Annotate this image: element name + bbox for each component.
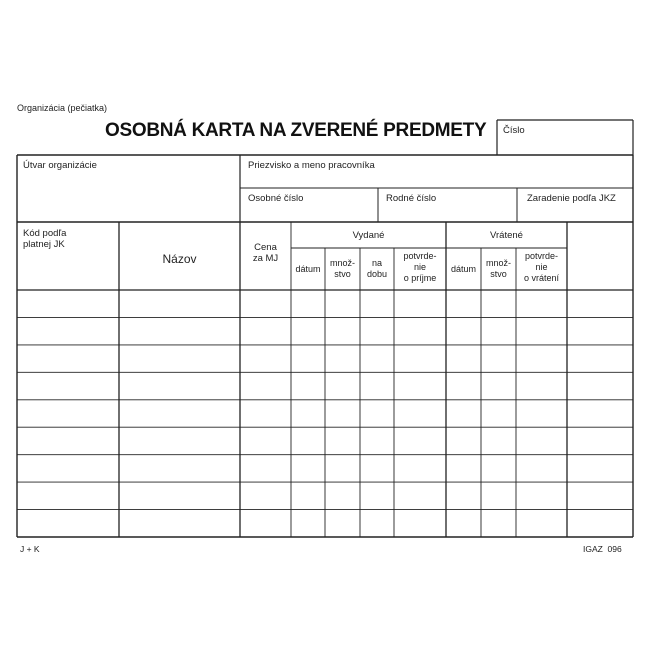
- returned-confirm-header: potvrde-nie o vrátení: [523, 251, 560, 283]
- returned-date-header: dátum: [450, 264, 476, 274]
- issued-group-header: Vydané: [352, 230, 385, 241]
- issued-date-header: dátum: [295, 264, 321, 274]
- form-title: OSOBNÁ KARTA NA ZVERENÉ PREDMETY: [105, 120, 487, 141]
- returned-group-header: Vrátené: [490, 230, 523, 241]
- employee-name-label: Priezvisko a meno pracovníka: [248, 160, 375, 171]
- returned-qty-header: množ-stvo: [485, 258, 511, 279]
- name-header: Názov: [162, 252, 197, 266]
- unit-label: Útvar organizácie: [23, 160, 97, 171]
- code-header: Kód podľa platnej JK: [23, 228, 67, 250]
- organization-stamp-label: Organizácia (pečiatka): [17, 103, 108, 113]
- issued-period-header: na dobu: [366, 258, 388, 279]
- classification-label: Zaradenie podľa JKZ: [527, 193, 616, 204]
- birth-number-label: Rodné číslo: [386, 193, 437, 204]
- issued-qty-header: množ-stvo: [329, 258, 355, 279]
- issued-confirm-header: potvrde-nie o príjme: [403, 251, 437, 283]
- publisher-mark: J + K: [20, 544, 40, 554]
- personal-number-label: Osobné číslo: [248, 193, 304, 204]
- form-code: IGAZ 096: [583, 544, 622, 554]
- price-header: Cena za MJ: [252, 242, 279, 264]
- number-label: Číslo: [503, 125, 525, 136]
